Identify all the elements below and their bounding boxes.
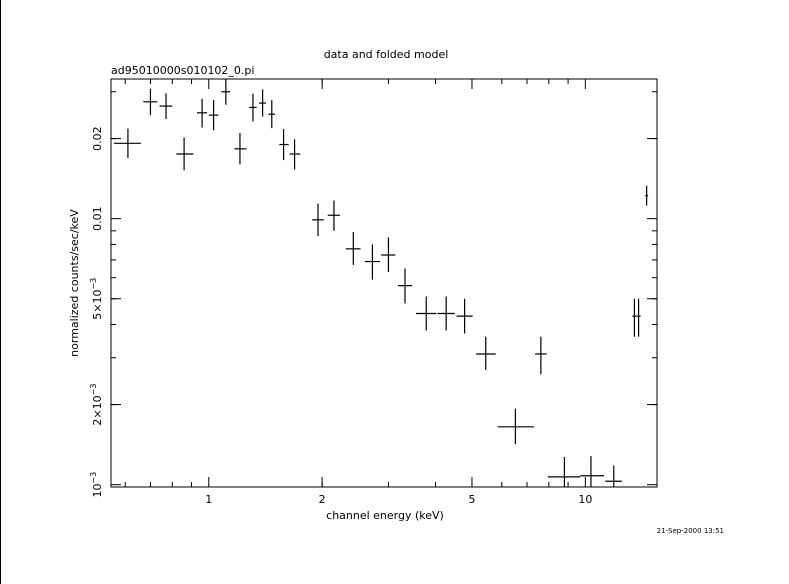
data-point: [415, 296, 437, 331]
data-point: [365, 244, 381, 280]
window-edge: [0, 0, 1, 584]
data-point: [397, 268, 413, 304]
data-point: [437, 296, 455, 331]
x-axis-label: channel energy (keV): [326, 509, 444, 522]
x-tick-label: 2: [319, 493, 326, 506]
y-tick-label: 0.01: [91, 206, 104, 231]
data-point: [327, 200, 340, 231]
axis-tick-labels: 1 2 5 10 10−3 2×10−3 5×10−3 0.01 0.02: [89, 126, 592, 506]
data-point: [456, 298, 473, 334]
timestamp: 21-Sep-2000 13:51: [657, 527, 724, 535]
data-point: [143, 88, 158, 116]
data-point: [645, 185, 649, 206]
axis-ticks: [111, 79, 657, 487]
plot-frame: [110, 78, 658, 488]
data-point: [196, 98, 208, 128]
y-axis-label: normalized counts/sec/keV: [68, 209, 81, 357]
data-point: [497, 408, 534, 445]
x-tick-label: 5: [468, 493, 475, 506]
data-point: [636, 298, 641, 337]
data-point: [279, 129, 289, 161]
data-point: [249, 93, 257, 122]
y-tick-label: 10−3: [89, 472, 104, 498]
data-point: [580, 456, 604, 487]
data-point: [534, 336, 547, 375]
data-point: [345, 232, 361, 265]
y-tick-label: 5×10−3: [89, 278, 104, 320]
data-point: [312, 203, 324, 237]
data-point: [159, 93, 173, 119]
data-point: [632, 298, 637, 337]
data-point: [113, 128, 141, 159]
data-point: [259, 89, 267, 117]
data-point: [234, 132, 247, 165]
data-point: [221, 79, 231, 105]
data-point: [268, 100, 276, 129]
data-point: [476, 336, 496, 370]
data-point: [208, 100, 219, 131]
data-point: [547, 457, 581, 487]
data-points: [113, 79, 649, 487]
data-point: [381, 237, 396, 273]
y-tick-label: 0.02: [91, 126, 104, 151]
y-tick-label: 2×10−3: [89, 384, 104, 426]
data-point: [605, 465, 622, 487]
data-point: [289, 139, 301, 170]
chart-title: data and folded model: [324, 48, 449, 61]
chart-subtitle: ad95010000s010102_0.pi: [111, 64, 254, 77]
x-tick-label: 1: [205, 493, 212, 506]
x-tick-label: 10: [578, 493, 592, 506]
data-point: [176, 137, 194, 171]
